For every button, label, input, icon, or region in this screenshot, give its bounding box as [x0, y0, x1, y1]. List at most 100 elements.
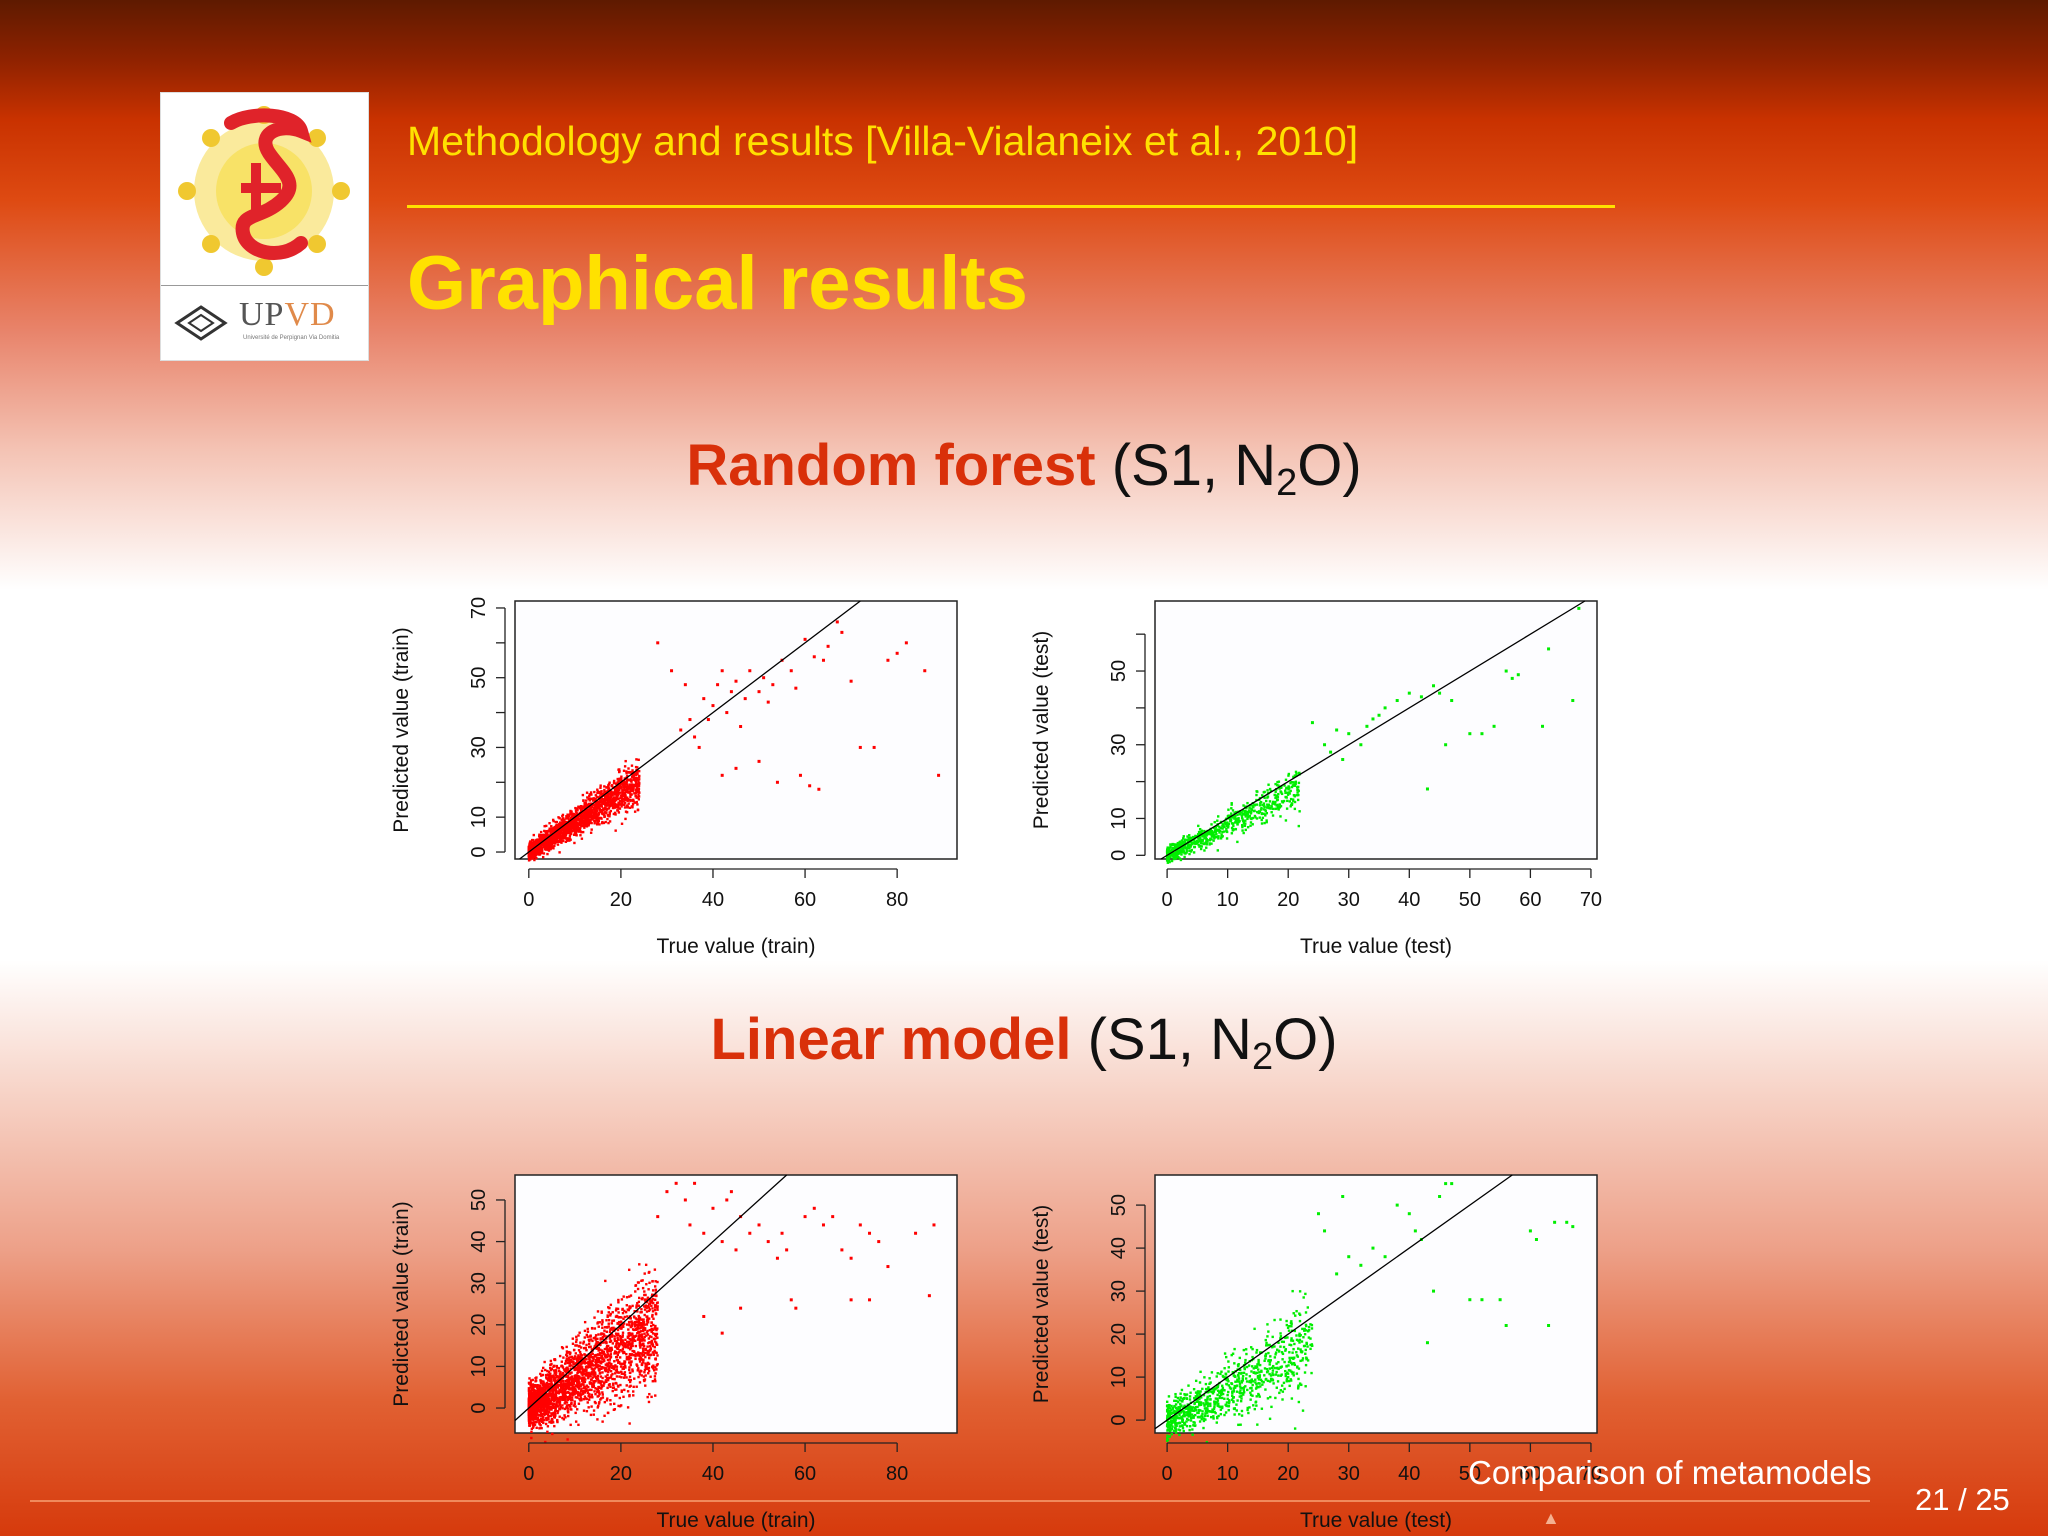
data-point [577, 1387, 581, 1390]
data-point [1255, 793, 1258, 797]
data-point [575, 1381, 579, 1384]
data-point [566, 1407, 569, 1410]
data-point [604, 1279, 607, 1283]
data-point [614, 813, 617, 816]
data-point [586, 1372, 589, 1376]
data-point [1167, 854, 1170, 857]
data-point [608, 1337, 612, 1340]
data-point [603, 802, 606, 805]
data-point [630, 783, 633, 786]
data-point [610, 784, 614, 787]
data-point [630, 786, 634, 789]
data-point [615, 791, 618, 794]
data-point [1241, 813, 1245, 816]
data-point [579, 830, 582, 833]
data-point [1180, 850, 1184, 854]
logo-divider [161, 285, 368, 286]
data-point [1272, 802, 1276, 805]
data-point [579, 834, 582, 837]
data-point [564, 1399, 567, 1402]
data-point [1199, 842, 1203, 845]
data-point [1170, 859, 1174, 863]
data-point [532, 1421, 536, 1424]
data-point [554, 1376, 557, 1379]
data-point [590, 1393, 594, 1397]
data-point [540, 1369, 544, 1373]
data-point [602, 1358, 606, 1361]
data-point [572, 818, 575, 821]
data-point [1205, 834, 1208, 837]
data-point [1166, 847, 1169, 851]
data-point [603, 1359, 606, 1363]
data-point [535, 1414, 538, 1418]
data-point [583, 810, 586, 813]
data-point [546, 1369, 549, 1373]
data-point [568, 1362, 571, 1365]
data-point [637, 787, 641, 790]
data-point [598, 1365, 602, 1368]
data-point [635, 758, 638, 761]
data-point [632, 774, 635, 778]
data-point [653, 1375, 657, 1378]
data-point [646, 1300, 649, 1304]
data-point [567, 1377, 570, 1380]
data-point [547, 1418, 550, 1421]
data-point [1208, 839, 1212, 842]
data-point [1275, 794, 1278, 797]
data-point [614, 1332, 618, 1335]
data-point [1291, 784, 1295, 787]
data-point [607, 1376, 610, 1380]
data-point [531, 1423, 535, 1426]
data-point [611, 1311, 614, 1314]
data-point [622, 786, 626, 789]
data-point [551, 1391, 554, 1395]
data-point [637, 780, 640, 783]
data-point [646, 1363, 649, 1366]
data-point [600, 1383, 603, 1387]
data-point [622, 1376, 626, 1379]
data-point [550, 1395, 553, 1399]
data-point [598, 823, 601, 826]
data-point [619, 1340, 623, 1344]
data-point [540, 1420, 544, 1423]
data-point [620, 786, 623, 789]
data-point [622, 1345, 626, 1348]
data-point [586, 1335, 589, 1338]
data-point [548, 1366, 552, 1370]
data-point [633, 1377, 636, 1380]
data-point [1197, 838, 1200, 841]
data-point [617, 811, 621, 814]
data-point [607, 1370, 610, 1374]
data-point [630, 1360, 633, 1363]
data-point [748, 669, 752, 673]
data-point [895, 651, 899, 655]
data-point [1407, 691, 1411, 695]
data-point [1261, 803, 1264, 807]
data-point [591, 799, 595, 802]
data-point [1329, 750, 1333, 754]
data-point [625, 805, 629, 809]
data-point [586, 817, 590, 820]
data-point [1266, 795, 1270, 798]
data-point [555, 1366, 559, 1369]
data-point [1210, 842, 1213, 845]
data-point [1247, 811, 1250, 814]
data-point [581, 1368, 584, 1371]
data-point [636, 1325, 639, 1328]
data-point [625, 772, 628, 775]
data-point [1243, 813, 1246, 816]
data-point [532, 842, 536, 846]
data-point [651, 1351, 655, 1354]
data-point [725, 711, 729, 715]
data-point [620, 1389, 623, 1392]
data-point [645, 1334, 648, 1337]
data-point [1288, 800, 1292, 803]
data-point [532, 1407, 536, 1411]
data-point [565, 1357, 568, 1360]
data-point [617, 784, 621, 787]
data-point [536, 838, 539, 842]
data-point [636, 803, 639, 806]
data-point [637, 1375, 640, 1379]
data-point [1185, 850, 1188, 853]
data-point [653, 1308, 657, 1312]
